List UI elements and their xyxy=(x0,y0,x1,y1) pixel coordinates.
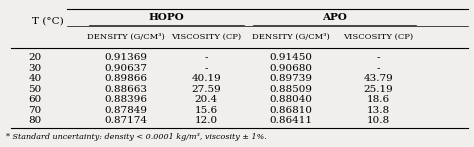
Text: -: - xyxy=(205,53,208,62)
Text: 12.0: 12.0 xyxy=(195,116,218,125)
Text: 0.90680: 0.90680 xyxy=(270,64,313,73)
Text: 10.8: 10.8 xyxy=(367,116,390,125)
Text: T (°C): T (°C) xyxy=(32,16,64,25)
Text: 18.6: 18.6 xyxy=(367,95,390,104)
Text: 27.59: 27.59 xyxy=(191,85,221,94)
Text: 20.4: 20.4 xyxy=(195,95,218,104)
Text: 60: 60 xyxy=(28,95,41,104)
Text: APO: APO xyxy=(322,13,347,22)
Text: 15.6: 15.6 xyxy=(195,106,218,115)
Text: -: - xyxy=(377,64,380,73)
Text: 20: 20 xyxy=(28,53,41,62)
Text: 50: 50 xyxy=(28,85,41,94)
Text: 0.88396: 0.88396 xyxy=(105,95,148,104)
Text: 0.88663: 0.88663 xyxy=(105,85,148,94)
Text: 0.86411: 0.86411 xyxy=(270,116,313,125)
Text: -: - xyxy=(377,53,380,62)
Text: VISCOSITY (CP): VISCOSITY (CP) xyxy=(343,33,413,41)
Text: 0.91369: 0.91369 xyxy=(105,53,148,62)
Text: DENSITY (G/CM³): DENSITY (G/CM³) xyxy=(87,33,165,41)
Text: 70: 70 xyxy=(28,106,41,115)
Text: -: - xyxy=(205,64,208,73)
Text: DENSITY (G/CM³): DENSITY (G/CM³) xyxy=(252,33,330,41)
Text: VISCOSITY (CP): VISCOSITY (CP) xyxy=(171,33,241,41)
Text: 40.19: 40.19 xyxy=(191,74,221,83)
Text: 13.8: 13.8 xyxy=(367,106,390,115)
Text: 30: 30 xyxy=(28,64,41,73)
Text: 0.89866: 0.89866 xyxy=(105,74,148,83)
Text: 0.87174: 0.87174 xyxy=(105,116,148,125)
Text: 0.87849: 0.87849 xyxy=(105,106,148,115)
Text: 0.88040: 0.88040 xyxy=(270,95,313,104)
Text: 0.86810: 0.86810 xyxy=(270,106,313,115)
Text: 25.19: 25.19 xyxy=(364,85,393,94)
Text: 40: 40 xyxy=(28,74,41,83)
Text: 43.79: 43.79 xyxy=(364,74,393,83)
Text: 0.89739: 0.89739 xyxy=(270,74,313,83)
Text: 0.88509: 0.88509 xyxy=(270,85,313,94)
Text: * Standard uncertainty: density < 0.0001 kg/m³, viscosity ± 1%.: * Standard uncertainty: density < 0.0001… xyxy=(6,133,267,141)
Text: HOPO: HOPO xyxy=(148,13,184,22)
Text: 80: 80 xyxy=(28,116,41,125)
Text: 0.90637: 0.90637 xyxy=(105,64,148,73)
Text: 0.91450: 0.91450 xyxy=(270,53,313,62)
